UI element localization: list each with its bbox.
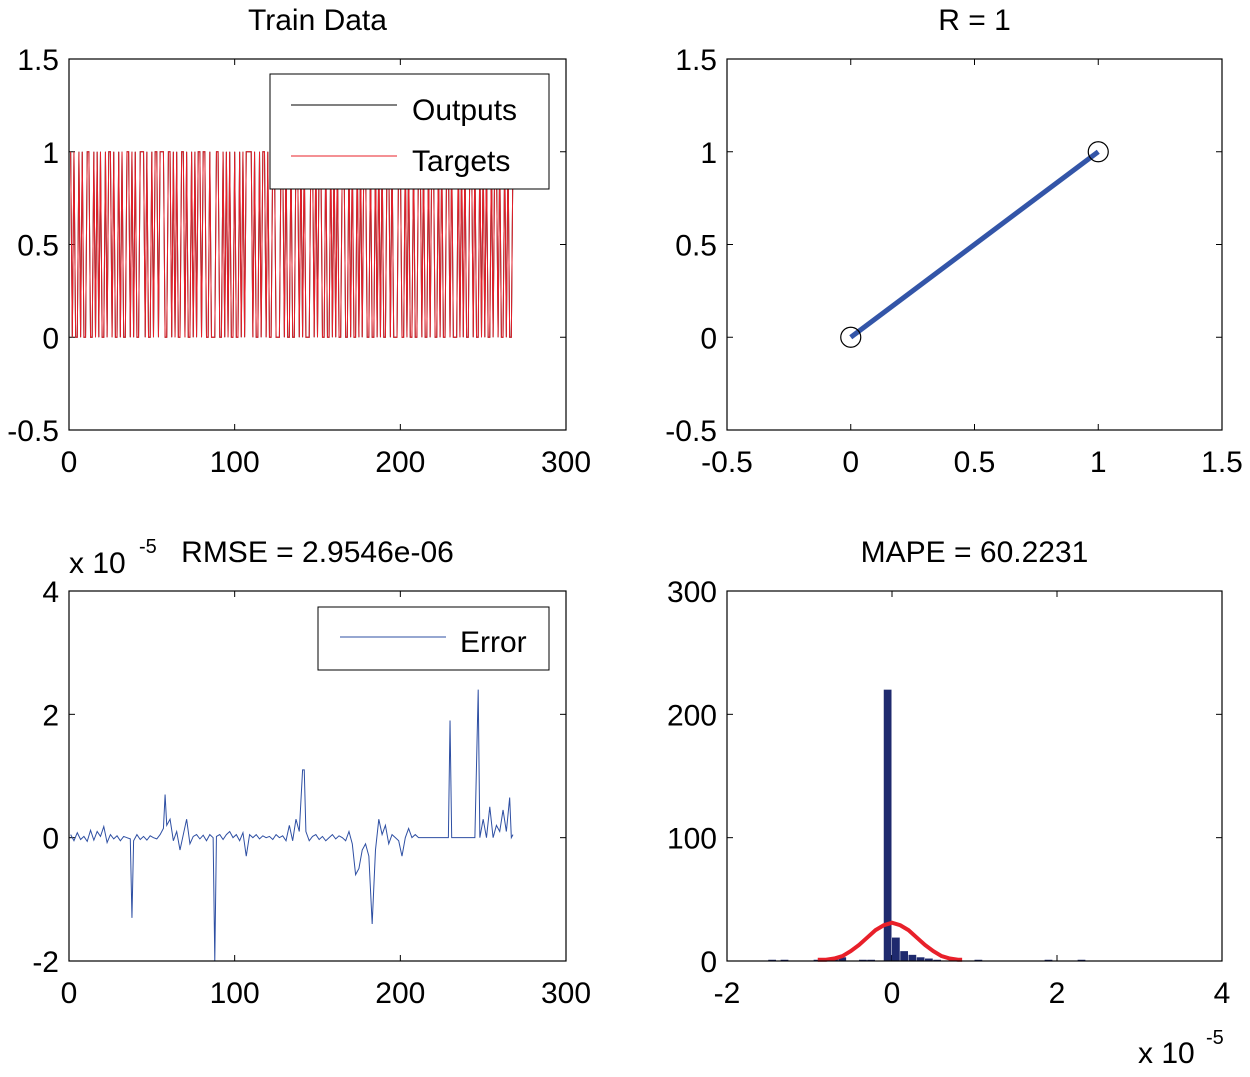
x-tick-label: -2	[714, 977, 741, 1010]
x-tick-label: 0	[61, 446, 78, 479]
y-tick-label: 1.5	[675, 44, 717, 77]
x-tick-label: 2	[1049, 977, 1066, 1010]
x-tick-label: 200	[375, 977, 425, 1010]
x-tick-label: 0	[61, 977, 78, 1010]
exponent-power: -5	[139, 536, 157, 558]
legend: Error	[317, 606, 550, 671]
y-tick-label: 1	[42, 137, 59, 170]
histogram-bar	[974, 959, 983, 961]
legend-box	[269, 73, 550, 190]
y-tick-label: 100	[667, 823, 717, 856]
fit-curve	[817, 920, 963, 962]
x-tick-label: 1	[1090, 446, 1107, 479]
exponent-label: x 10 -5	[69, 536, 157, 580]
histogram-bar	[780, 959, 789, 961]
x-tick-label: 0	[884, 977, 901, 1010]
exponent-base: x 10	[69, 547, 126, 580]
legend-label-error: Error	[460, 626, 527, 659]
exponent-base: x 10	[1138, 1037, 1195, 1070]
x-tick-label: 0.5	[954, 446, 996, 479]
exponent-power: -5	[1206, 1027, 1224, 1049]
chart-title: Train Data	[248, 4, 387, 37]
y-tick-label: -0.5	[7, 415, 59, 448]
axes-frame	[68, 58, 567, 431]
legend-box	[317, 606, 550, 671]
axes-frame	[726, 590, 1223, 962]
histogram-bar	[908, 954, 917, 961]
y-tick-label: 0	[700, 946, 717, 979]
histogram-bar	[1077, 959, 1086, 961]
histogram-bar	[883, 689, 892, 961]
x-tick-label: 200	[375, 446, 425, 479]
histogram-bar	[813, 959, 822, 961]
y-tick-label: 4	[42, 576, 59, 609]
chart-title: R = 1	[938, 4, 1011, 37]
y-tick-label: 0.5	[675, 230, 717, 263]
histogram-bar	[1044, 959, 1053, 961]
axes-frame	[68, 590, 567, 962]
y-tick-label: -0.5	[665, 415, 717, 448]
x-tick-label: -0.5	[701, 446, 753, 479]
legend-label-outputs: Outputs	[412, 94, 517, 127]
y-tick-label: 200	[667, 699, 717, 732]
histogram-bar	[900, 951, 908, 961]
y-tick-label: 1	[700, 137, 717, 170]
axes-2: R = 1 -0.5 0 0.5 1 1.5 -0.5 0 0.5 1 1.5	[665, 4, 1243, 479]
x-tick-label: 300	[541, 977, 591, 1010]
y-tick-label: 1.5	[17, 44, 59, 77]
histogram-bar	[867, 959, 875, 961]
fit-line	[849, 149, 1100, 340]
y-tick-label: 0	[700, 322, 717, 355]
y-tick-label: -2	[32, 946, 59, 979]
histogram-bar	[933, 959, 941, 961]
x-tick-label: 100	[210, 977, 260, 1010]
histogram-bar	[916, 957, 925, 961]
histogram-bar	[925, 958, 933, 961]
exponent-label: x 10 -5	[1138, 1027, 1224, 1070]
histogram-bar	[838, 957, 847, 961]
histogram-bar	[892, 937, 900, 961]
y-tick-label: 0	[42, 823, 59, 856]
chart-title: RMSE = 2.9546e-06	[181, 536, 454, 569]
series-targets	[70, 151, 515, 338]
histogram-bar	[768, 959, 776, 961]
x-tick-label: 1.5	[1201, 446, 1243, 479]
series-error	[70, 689, 514, 962]
histogram-bar	[859, 959, 867, 961]
x-tick-label: 300	[541, 446, 591, 479]
scatter-point	[1087, 141, 1109, 163]
y-tick-label: 0	[42, 322, 59, 355]
axes-frame	[726, 58, 1223, 431]
x-tick-label: 100	[210, 446, 260, 479]
x-tick-label: 4	[1214, 977, 1231, 1010]
y-tick-label: 2	[42, 699, 59, 732]
scatter-point	[840, 326, 862, 348]
x-tick-label: 0	[842, 446, 859, 479]
legend-label-targets: Targets	[412, 145, 510, 178]
chart-title: MAPE = 60.2231	[861, 536, 1089, 569]
legend: Outputs Targets	[269, 73, 550, 190]
y-tick-label: 0.5	[17, 230, 59, 263]
y-tick-label: 300	[667, 576, 717, 609]
